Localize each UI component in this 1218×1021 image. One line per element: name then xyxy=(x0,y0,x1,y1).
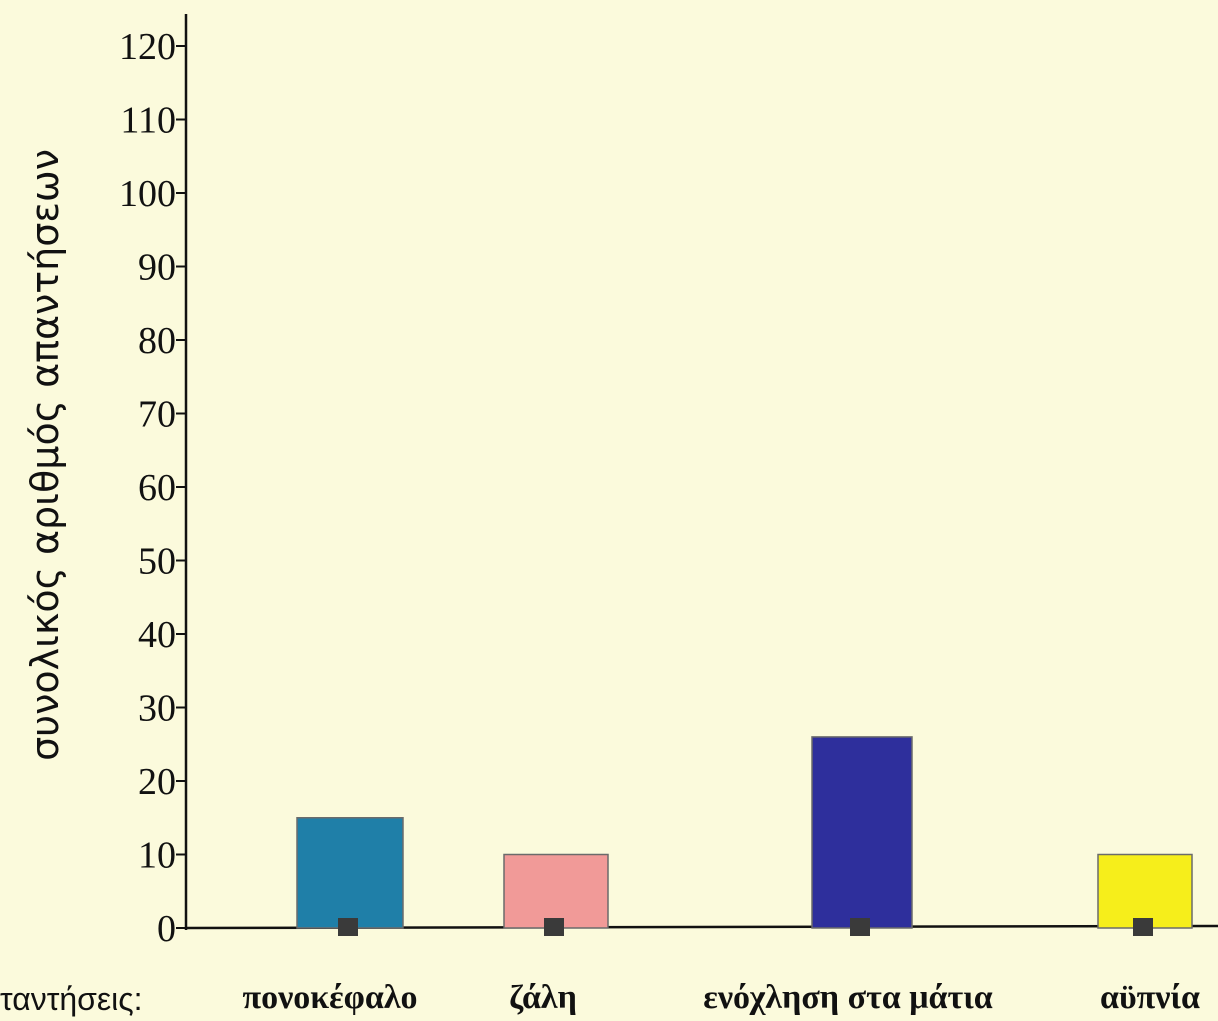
y-tick-label: 30 xyxy=(138,688,176,730)
y-axis: 0 10 20 30 40 50 60 70 80 90 100 110 120 xyxy=(119,14,1218,950)
y-tick-label: 40 xyxy=(138,614,176,656)
bar xyxy=(1097,853,1193,929)
bars xyxy=(296,736,1193,936)
y-tick-label: 80 xyxy=(138,320,176,362)
bar-base-marker xyxy=(338,918,358,936)
bar-base-marker xyxy=(1133,918,1153,936)
y-tick-label: 70 xyxy=(138,394,176,436)
x-axis-labels: πονοκέφαλο ζάλη ενόχληση στα μάτια αϋπνία xyxy=(242,979,1200,1016)
y-tick-label: 20 xyxy=(138,761,176,803)
y-tick-label: 120 xyxy=(119,26,176,68)
x-tick-label: πονοκέφαλο xyxy=(242,979,417,1016)
bar xyxy=(811,736,913,929)
y-tick-label: 110 xyxy=(120,100,176,142)
x-tick-label: ενόχληση στα μάτια xyxy=(703,979,992,1016)
x-tick-label: ζάλη xyxy=(509,979,577,1016)
bar-base-marker xyxy=(544,918,564,936)
y-tick-label: 100 xyxy=(119,173,176,215)
x-axis-prefix-label: ταντήσεις: xyxy=(0,981,143,1017)
bar xyxy=(503,853,609,929)
y-axis-title: συνολικός αριθμός απαντήσεων xyxy=(23,149,67,761)
y-tick-label: 0 xyxy=(157,908,176,950)
y-tick-label: 10 xyxy=(138,835,176,877)
y-tick-label: 50 xyxy=(138,541,176,583)
x-tick-label: αϋπνία xyxy=(1100,979,1200,1016)
bar-base-marker xyxy=(850,918,870,936)
bar xyxy=(296,817,404,929)
y-tick-label: 90 xyxy=(138,247,176,289)
y-tick-label: 60 xyxy=(138,467,176,509)
